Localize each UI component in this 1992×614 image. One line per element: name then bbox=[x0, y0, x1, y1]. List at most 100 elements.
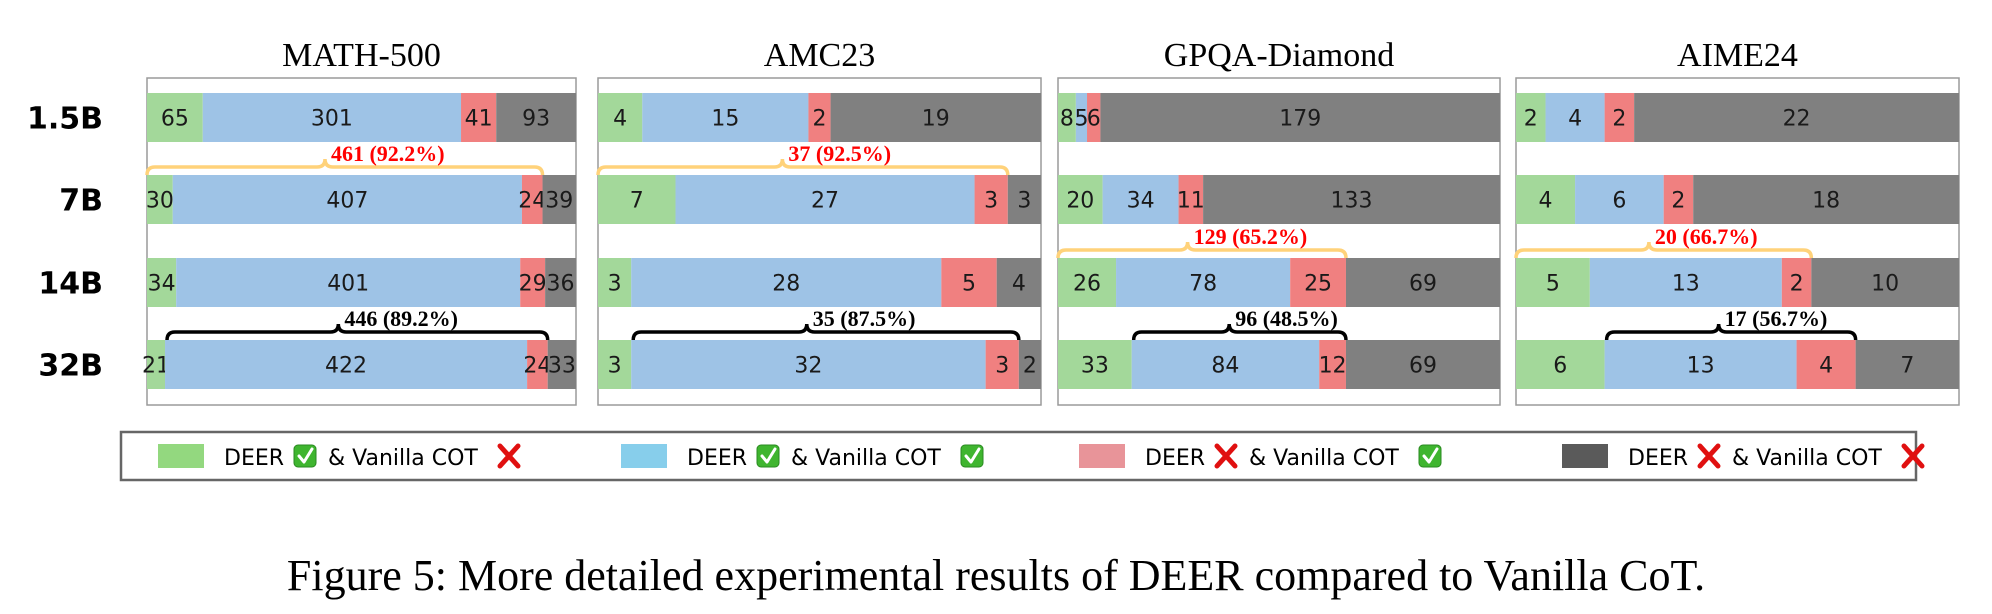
segment-value-label: 3 bbox=[608, 354, 622, 379]
segment-value-label: 29 bbox=[519, 272, 547, 297]
bar-segment bbox=[547, 340, 576, 389]
bar-segment bbox=[1575, 175, 1664, 224]
segment-value-label: 13 bbox=[1672, 272, 1700, 297]
bar-segment bbox=[545, 258, 576, 307]
segment-value-label: 5 bbox=[962, 272, 976, 297]
bar-segment bbox=[1058, 93, 1076, 142]
brace-label: 446 (89.2%) bbox=[344, 306, 458, 331]
bar-segment bbox=[147, 340, 166, 389]
bar-segment bbox=[1516, 340, 1605, 389]
bar-segment bbox=[527, 340, 548, 389]
cross-icon bbox=[1697, 443, 1721, 469]
bar-segment bbox=[1589, 258, 1782, 307]
segment-value-label: 65 bbox=[161, 107, 189, 132]
legend-vanilla-label: & Vanilla COT bbox=[791, 446, 941, 471]
segment-value-label: 5 bbox=[1074, 107, 1088, 132]
bar-segment bbox=[598, 175, 676, 224]
legend-item: DEER & Vanilla COT bbox=[1079, 443, 1442, 471]
segment-value-label: 13 bbox=[1687, 354, 1715, 379]
bar-segment bbox=[1855, 340, 1959, 389]
bar-segment bbox=[1663, 175, 1694, 224]
brace-label: 96 (48.5%) bbox=[1235, 306, 1338, 331]
figure-caption: Figure 5: More detailed experimental res… bbox=[287, 551, 1705, 600]
segment-value-label: 25 bbox=[1304, 272, 1332, 297]
legend-swatch bbox=[158, 444, 204, 468]
bar-segment bbox=[1796, 340, 1856, 389]
segment-value-label: 133 bbox=[1331, 189, 1373, 214]
bar-segment bbox=[1516, 175, 1576, 224]
segment-value-label: 3 bbox=[995, 354, 1009, 379]
bar-segment bbox=[996, 258, 1041, 307]
segment-value-label: 6 bbox=[1612, 189, 1626, 214]
segment-value-label: 78 bbox=[1189, 272, 1217, 297]
brace-label: 35 (87.5%) bbox=[813, 306, 916, 331]
legend-vanilla-label: & Vanilla COT bbox=[1732, 446, 1882, 471]
row-label: 32B bbox=[38, 349, 103, 384]
segment-value-label: 32 bbox=[794, 354, 822, 379]
legend-vanilla-label: & Vanilla COT bbox=[328, 446, 478, 471]
segment-value-label: 301 bbox=[311, 107, 353, 132]
segment-value-label: 4 bbox=[1539, 189, 1553, 214]
bar-segment bbox=[1516, 93, 1546, 142]
check-icon bbox=[293, 444, 317, 468]
segment-value-label: 12 bbox=[1319, 354, 1347, 379]
panel-title: GPQA-Diamond bbox=[1164, 37, 1394, 74]
segment-value-label: 2 bbox=[813, 107, 827, 132]
legend-swatch bbox=[1562, 444, 1608, 468]
segment-value-label: 28 bbox=[772, 272, 800, 297]
bar-segment bbox=[172, 175, 522, 224]
brace bbox=[165, 323, 550, 341]
bar-segment bbox=[974, 175, 1008, 224]
segment-value-label: 407 bbox=[326, 189, 368, 214]
bar-segment bbox=[1604, 93, 1635, 142]
bar-segment bbox=[1634, 93, 1959, 142]
segment-value-label: 179 bbox=[1279, 107, 1321, 132]
brace bbox=[1131, 323, 1348, 341]
bar-segment bbox=[1516, 258, 1590, 307]
bar-segment bbox=[165, 340, 528, 389]
bar-segment bbox=[1018, 340, 1041, 389]
segment-value-label: 7 bbox=[630, 189, 644, 214]
bar-segment bbox=[1102, 175, 1179, 224]
segment-value-label: 10 bbox=[1871, 272, 1899, 297]
bar-segment bbox=[642, 93, 809, 142]
segment-value-label: 15 bbox=[711, 107, 739, 132]
bar-segment bbox=[147, 93, 203, 142]
bar-segment bbox=[1087, 93, 1101, 142]
brace-label: 129 (65.2%) bbox=[1194, 224, 1308, 249]
segment-value-label: 4 bbox=[1819, 354, 1833, 379]
legend-vanilla-label: & Vanilla COT bbox=[1249, 446, 1399, 471]
bar-segment bbox=[147, 258, 177, 307]
bar-segment bbox=[461, 93, 497, 142]
segment-value-label: 36 bbox=[547, 272, 575, 297]
brace-label: 17 (56.7%) bbox=[1725, 306, 1828, 331]
segment-value-label: 41 bbox=[465, 107, 493, 132]
bar-segment bbox=[631, 340, 986, 389]
legend-swatch bbox=[1079, 444, 1125, 468]
segment-value-label: 33 bbox=[1081, 354, 1109, 379]
bar-segment bbox=[1131, 340, 1320, 389]
bar-segment bbox=[520, 258, 546, 307]
row-label: 1.5B bbox=[27, 102, 103, 137]
row-label: 14B bbox=[38, 267, 103, 302]
segment-value-label: 22 bbox=[1783, 107, 1811, 132]
segment-value-label: 20 bbox=[1066, 189, 1094, 214]
segment-value-label: 3 bbox=[984, 189, 998, 214]
segment-value-label: 39 bbox=[545, 189, 573, 214]
brace bbox=[1514, 241, 1814, 259]
bar-segment bbox=[1781, 258, 1812, 307]
bar-segment bbox=[631, 258, 942, 307]
bar-segment bbox=[1178, 175, 1204, 224]
legend-item: DEER & Vanilla COT bbox=[1562, 443, 1925, 471]
bar-segment bbox=[985, 340, 1019, 389]
brace bbox=[1056, 241, 1348, 259]
segment-value-label: 7 bbox=[1900, 354, 1914, 379]
legend-deer-label: DEER bbox=[224, 446, 284, 471]
bar-segment bbox=[1290, 258, 1346, 307]
bar-segment bbox=[496, 93, 576, 142]
cross-icon bbox=[497, 443, 521, 469]
bar-segment bbox=[1058, 340, 1132, 389]
bar-segment bbox=[598, 340, 632, 389]
bar-segment bbox=[675, 175, 975, 224]
legend-deer-label: DEER bbox=[1628, 446, 1688, 471]
